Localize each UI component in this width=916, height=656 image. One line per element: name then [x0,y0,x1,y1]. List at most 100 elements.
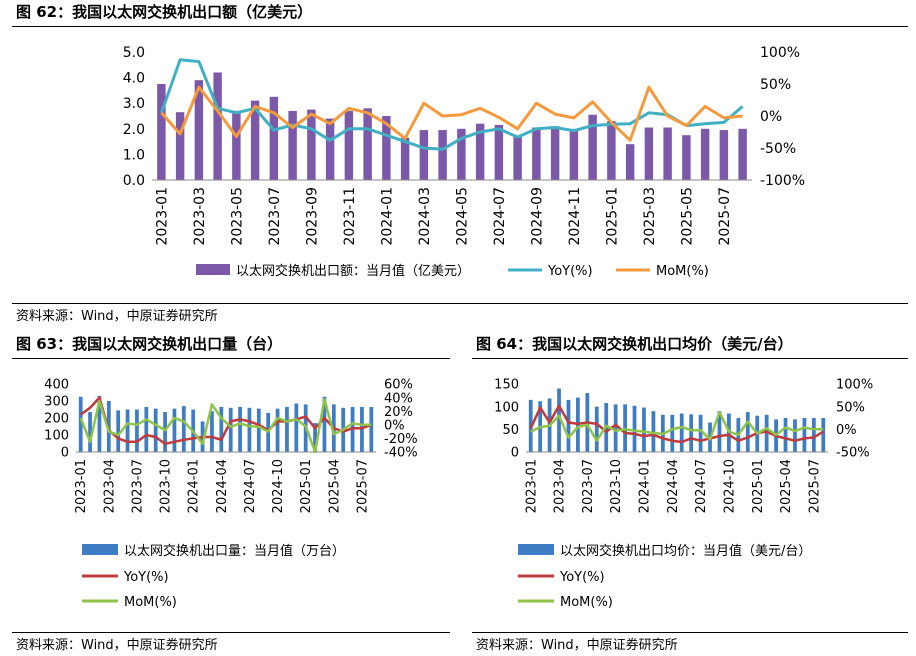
bar [88,412,92,452]
bar [783,418,788,452]
right-axis-tick-label: 0% [760,109,782,125]
figure-62-title-rule [12,26,908,27]
bar [700,128,710,180]
x-axis-tick-label: 2023-03 [192,187,208,246]
bar [764,414,769,452]
legend-label: YoY(%) [547,264,593,279]
bar [175,112,185,180]
legend-label: MoM(%) [124,595,177,610]
bar [181,406,186,452]
bar [642,407,646,452]
left-axis-tick-label: 0 [511,446,519,461]
x-axis-tick-label: 2023-05 [229,187,245,246]
bar [811,418,816,452]
legend-label: MoM(%) [656,264,709,279]
legend-label: YoY(%) [559,570,605,585]
bar [632,405,637,452]
x-axis-tick-label: 2024-04 [666,459,681,513]
bar [607,121,616,180]
x-axis-tick-label: 2023-07 [267,187,283,246]
legend-label: MoM(%) [560,595,613,610]
figure-62-source-rule [12,303,908,304]
x-axis-tick-label: 2025-07 [807,459,822,513]
bar [157,84,166,180]
bar [566,399,571,452]
x-axis-tick-label: 2023-01 [74,459,89,513]
bar [307,109,316,180]
bar [569,128,579,180]
bar [238,406,242,452]
x-axis-tick-label: 2023-01 [524,459,539,513]
left-axis-tick-label: 400 [44,378,69,393]
right-axis-tick-label: 20% [384,405,413,420]
bar [475,123,485,180]
x-axis-tick-label: 2024-01 [379,187,395,246]
bar [322,396,327,452]
x-axis-tick-label: 2023-09 [304,187,320,246]
x-axis-tick-label: 2024-05 [454,187,470,246]
figure-64-source-rule [472,632,908,633]
right-axis-tick-label: 50% [760,77,791,93]
left-axis-tick-label: 0 [61,446,69,461]
bar [438,130,447,180]
yoy-series-line [529,404,824,444]
figure-62-chart: 5.0 4.0 3.0 2.0 1.0 0.0 100% 50% 0% -50% -100% 2023… [123,45,805,279]
x-axis-tick-label: 2025-04 [779,459,794,513]
figure-63-title-rule [12,358,450,359]
x-axis-tick-label: 2024-09 [529,187,545,246]
bar [670,414,675,452]
left-axis-tick-label: 4.0 [123,71,145,87]
x-axis-tick-label: 2025-03 [642,187,658,246]
mom-series-line [79,397,372,454]
figure-63-chart: 400 300 200 100 0 60%40%20%0%-20%-40% 2023-01 2… [44,378,418,610]
legend-label: 以太网交换机出口均价：当月值（美元/台） [560,543,811,559]
bar [344,110,354,180]
bar [625,144,635,180]
bar [651,411,656,452]
left-axis-tick-label: 50 [502,423,519,438]
bar [125,409,130,452]
x-axis-tick-label: 2025-07 [717,187,733,246]
bar [288,110,297,180]
x-axis-tick-label: 2024-07 [694,459,709,513]
yoy-series-line [79,396,372,446]
bar [821,418,826,452]
right-axis-tick-label: -100% [760,173,805,189]
right-axis-tick-label: 100% [836,378,873,393]
x-axis-tick-label: 2023-07 [130,459,145,513]
bar [232,110,241,180]
figure-63-source-rule [12,632,450,633]
x-axis-tick-label: 2024-04 [215,459,230,513]
bar [247,407,252,452]
x-axis-tick-label: 2023-11 [342,187,358,246]
bar [698,414,703,452]
figure-64-title: 图 64：我国以太网交换机出口均价（美元/台） [476,335,793,353]
figure-63-source: 资料来源：Wind，中原证券研究所 [16,638,218,653]
bar [382,116,391,180]
bar [325,118,335,180]
right-axis-tick-label: -50% [836,446,870,461]
bar [163,412,167,452]
x-axis-tick-label: 2024-11 [567,187,583,246]
left-axis-tick-label: 200 [44,412,69,427]
bar [294,403,299,452]
yoy-series-line [159,58,744,151]
bar [194,80,204,180]
bar [363,108,372,180]
bar [802,418,807,452]
bar [682,135,691,180]
x-axis-tick-label: 2024-01 [187,459,202,513]
x-axis-tick-label: 2023-10 [159,459,174,513]
right-axis-tick-label: -20% [384,432,418,447]
right-axis-tick-label: 60% [384,378,413,393]
bar [360,406,364,452]
legend-swatch-bar [196,264,230,275]
x-axis-tick-label: 2024-07 [243,459,258,513]
x-axis-tick-label: 2023-04 [102,459,117,513]
x-axis-tick-label: 2024-01 [638,459,653,513]
bar [256,408,261,452]
bar [369,406,374,452]
left-axis-tick-label: 0.0 [123,173,145,189]
x-axis-tick-label: 2024-03 [417,187,433,246]
x-axis-tick-label: 2025-07 [355,459,370,513]
